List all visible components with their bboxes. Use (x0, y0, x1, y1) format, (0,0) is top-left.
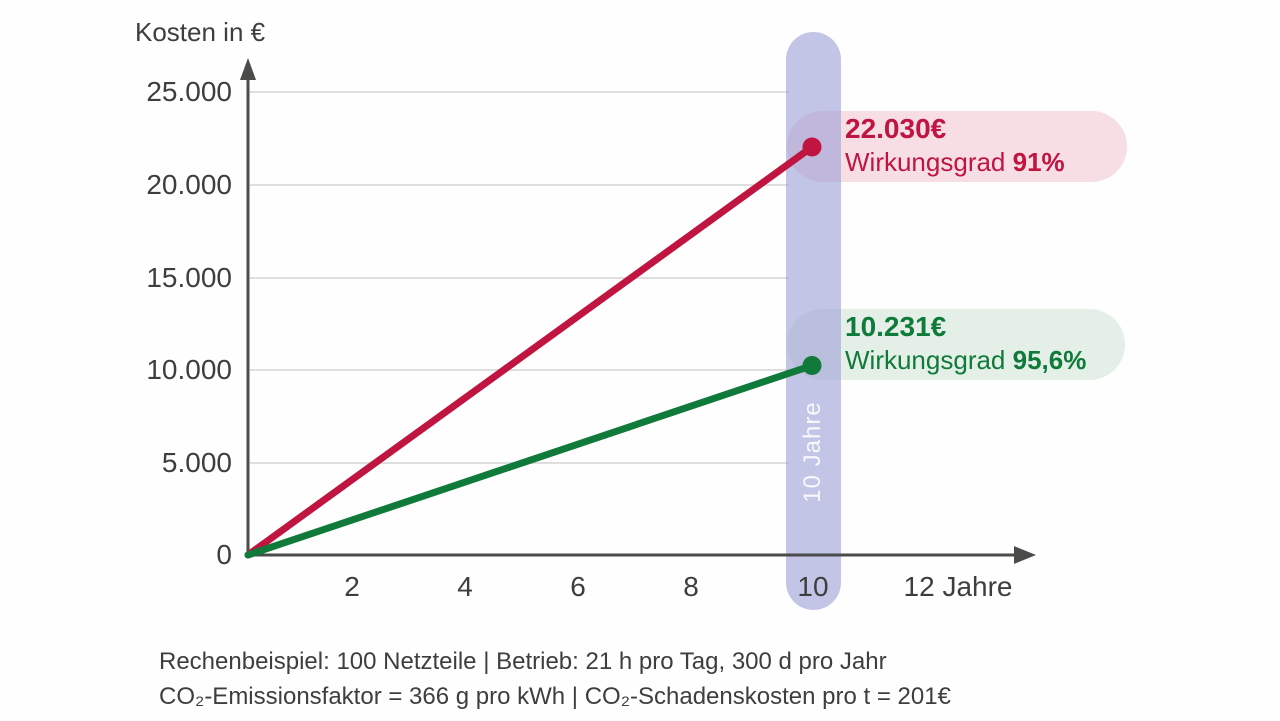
x-tick-label-10: 10 (797, 571, 829, 602)
annotation-pill-956 (787, 309, 1125, 380)
footnote-line-2: CO₂-Emissionsfaktor = 366 g pro kWh | CO… (159, 683, 951, 710)
y-tick-label-0: 0 (216, 539, 232, 570)
annotation-value-956: 10.231€ (845, 311, 947, 342)
y-axis-arrow-icon (240, 58, 256, 80)
x-axis-arrow-icon (1014, 546, 1036, 564)
band-label: 10 Jahre (799, 401, 826, 503)
x-tick-label-2: 2 (344, 571, 360, 602)
annotation-sub-91: Wirkungsgrad 91% (845, 147, 1065, 178)
x-tick-label-12-jahre: 12 Jahre (903, 571, 1013, 602)
y-axis-title: Kosten in € (135, 17, 266, 47)
annotation-text-91: 22.030€ Wirkungsgrad 91% (845, 112, 1065, 178)
y-tick-label-5000: 5.000 (161, 447, 232, 478)
annotation-value-91: 22.030€ (845, 113, 947, 144)
highlight-band-10-years (786, 32, 841, 610)
x-tick-label-4: 4 (457, 571, 473, 602)
annotation-text-956: 10.231€ Wirkungsgrad 95,6% (845, 310, 1086, 376)
footnote: Rechenbeispiel: 100 Netzteile | Betrieb:… (159, 644, 951, 714)
y-tick-label-10000: 10.000 (146, 354, 232, 385)
series-line-1 (244, 362, 816, 559)
annotation-percent-91: 91% (1012, 147, 1065, 177)
y-tick-label-20000: 20.000 (146, 169, 232, 200)
x-tick-label-6: 6 (570, 571, 586, 602)
y-tick-label-15000: 15.000 (146, 262, 232, 293)
annotation-sub-956: Wirkungsgrad 95,6% (845, 345, 1086, 376)
series-dot-0 (802, 137, 822, 157)
series-line-0 (244, 143, 816, 559)
series-dot-1 (802, 356, 822, 376)
annotation-label-91: Wirkungsgrad (845, 147, 1006, 177)
footnote-line-1: Rechenbeispiel: 100 Netzteile | Betrieb:… (159, 648, 887, 675)
x-tick-label-8: 8 (683, 571, 699, 602)
annotation-pill-91 (787, 111, 1127, 182)
annotation-label-956: Wirkungsgrad (845, 345, 1006, 375)
y-tick-label-25000: 25.000 (146, 76, 232, 107)
annotation-percent-956: 95,6% (1012, 345, 1087, 375)
